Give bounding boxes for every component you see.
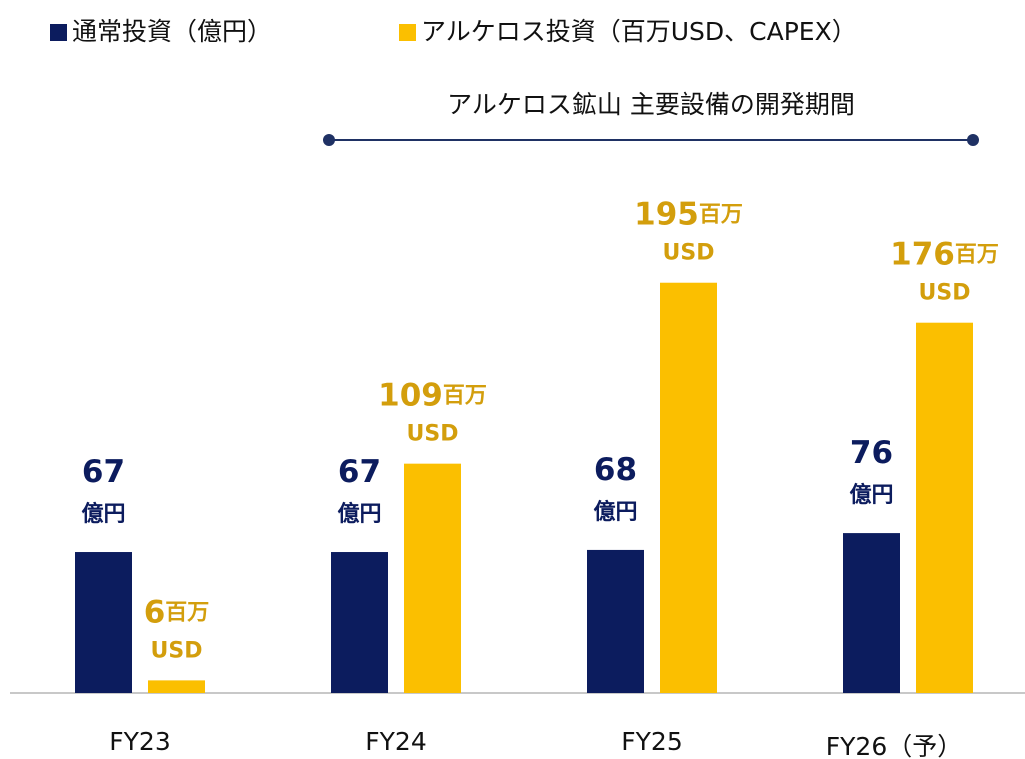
legend-swatch — [50, 24, 67, 41]
value-number: 109 — [378, 377, 443, 413]
value-label: 68 — [594, 451, 637, 487]
x-tick-label: FY24 — [365, 727, 426, 756]
bar — [843, 533, 900, 693]
bar — [331, 552, 388, 693]
annotation: アルケロス鉱山 主要設備の開発期間 — [447, 90, 855, 119]
value-label: 76 — [850, 435, 893, 471]
value-unit: 億円 — [337, 501, 381, 527]
value-label: 109百万 — [378, 377, 487, 413]
value-label: 6百万 — [144, 594, 210, 630]
x-tick-label: FY25 — [621, 727, 682, 756]
value-number: 76 — [850, 435, 893, 471]
value-number: 6 — [144, 594, 166, 630]
bar — [75, 552, 132, 693]
x-tick-label: FY26（予） — [826, 732, 962, 759]
value-label: 67 — [82, 454, 125, 490]
bar — [587, 549, 644, 693]
value-label: 67 — [338, 454, 381, 490]
bar — [660, 282, 717, 693]
bar — [916, 322, 973, 693]
value-label: 195百万 — [634, 196, 743, 232]
value-label: 176百万 — [890, 236, 999, 272]
legend-label: 通常投資（億円） — [72, 17, 272, 46]
value-unit: USD — [151, 638, 203, 663]
value-unit: 百万 — [165, 600, 209, 625]
value-number: 195 — [634, 196, 699, 232]
period-start — [323, 134, 335, 146]
value-unit: USD — [407, 422, 459, 447]
value-unit: 百万 — [443, 384, 487, 409]
legend-label: アルケロス投資（百万USD、CAPEX） — [421, 17, 857, 46]
value-unit: 億円 — [593, 499, 637, 525]
value-unit: 百万 — [955, 243, 999, 268]
value-unit: 億円 — [81, 501, 125, 527]
value-number: 176 — [890, 236, 955, 272]
x-tick-label: FY23 — [109, 727, 170, 756]
period-end — [967, 134, 979, 146]
value-unit: USD — [663, 241, 715, 266]
value-number: 68 — [594, 451, 637, 487]
bar — [148, 680, 205, 693]
value-unit: 億円 — [849, 482, 893, 508]
value-unit: USD — [919, 281, 971, 306]
value-number: 67 — [82, 454, 125, 490]
legend-swatch — [399, 24, 416, 41]
value-number: 67 — [338, 454, 381, 490]
value-unit: 百万 — [699, 203, 743, 228]
bar — [404, 463, 461, 693]
